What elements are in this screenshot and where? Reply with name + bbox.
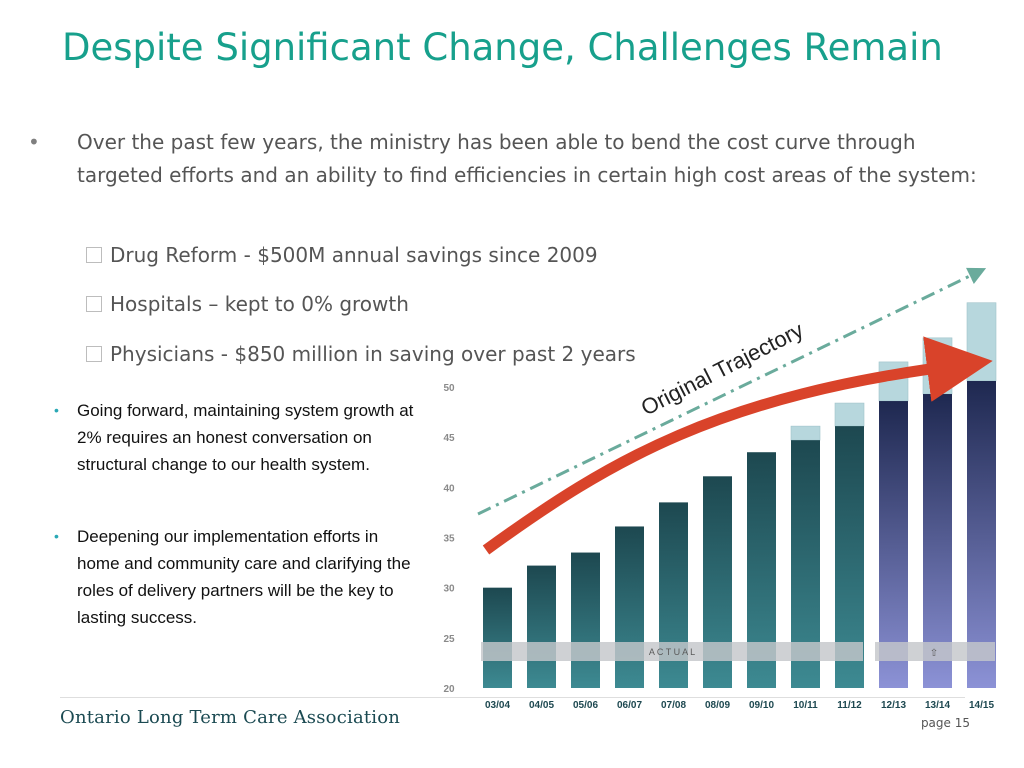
y-tick-label: 45 [443,433,455,444]
sub-item-text: Hospitals – kept to 0% growth [110,292,409,316]
x-tick-label: 09/10 [749,700,774,711]
actual-trend-arrow [482,336,993,555]
original-trajectory-line [477,267,987,516]
left-bullet-text: Deepening our implementation efforts in … [77,527,411,627]
bullet-dot: • [54,402,59,418]
x-tick-label: 07/08 [661,700,686,711]
y-tick-label: 25 [443,634,455,645]
y-tick-label: 50 [443,383,455,394]
x-tick-label: 06/07 [617,700,642,711]
x-tick-label: 03/04 [485,700,510,711]
bar [879,401,908,688]
x-tick-label: 08/09 [705,700,730,711]
trajectory-gap-bar [790,425,821,441]
y-tick-label: 20 [443,684,455,695]
sub-item-drug-reform: Drug Reform - $500M annual savings since… [86,241,598,269]
slide-title: Despite Significant Change, Challenges R… [62,26,943,69]
x-tick-label: 04/05 [529,700,554,711]
bar [615,526,644,688]
x-tick-label: 11/12 [837,700,862,711]
checkbox-icon [86,247,102,263]
actual-band-label: A C T U A L [649,647,695,657]
main-bullet-text: Over the past few years, the ministry ha… [77,130,977,187]
actual-band [481,642,863,661]
left-bullet-deepening: • Deepening our implementation efforts i… [54,523,424,631]
x-tick-label: 14/15 [969,700,994,711]
sub-item-text: Drug Reform - $500M annual savings since… [110,243,598,267]
x-tick-label: 13/14 [925,700,950,711]
sub-item-text: Physicians - $850 million in saving over… [110,342,636,366]
projected-band-icon: ⇧ [930,648,938,659]
y-tick-label: 40 [443,483,455,494]
trajectory-gap-bar [966,302,997,382]
sub-item-physicians: Physicians - $850 million in saving over… [86,340,636,368]
left-bullet-going-forward: • Going forward, maintaining system grow… [54,397,424,478]
page-number: page 15 [920,716,970,730]
checkbox-icon [86,346,102,362]
bullet-dot: • [28,130,40,154]
trajectory-gap-bar [834,402,865,427]
bar [923,394,952,688]
bar [571,552,600,688]
x-tick-label: 12/13 [881,700,906,711]
y-tick-label: 35 [443,534,455,545]
sub-item-hospitals: Hospitals – kept to 0% growth [86,290,409,318]
footer-divider [60,697,965,698]
checkbox-icon [86,296,102,312]
left-bullet-text: Going forward, maintaining system growth… [77,401,414,474]
footer-organization: Ontario Long Term Care Association [60,707,401,728]
projected-band [875,642,995,661]
x-tick-label: 10/11 [793,700,818,711]
bar [483,587,512,688]
x-tick-label: 05/06 [573,700,598,711]
y-tick-label: 30 [443,584,455,595]
bar [967,380,996,688]
bar [527,565,556,688]
bullet-dot: • [54,528,59,544]
main-bullet: • Over the past few years, the ministry … [28,126,978,192]
